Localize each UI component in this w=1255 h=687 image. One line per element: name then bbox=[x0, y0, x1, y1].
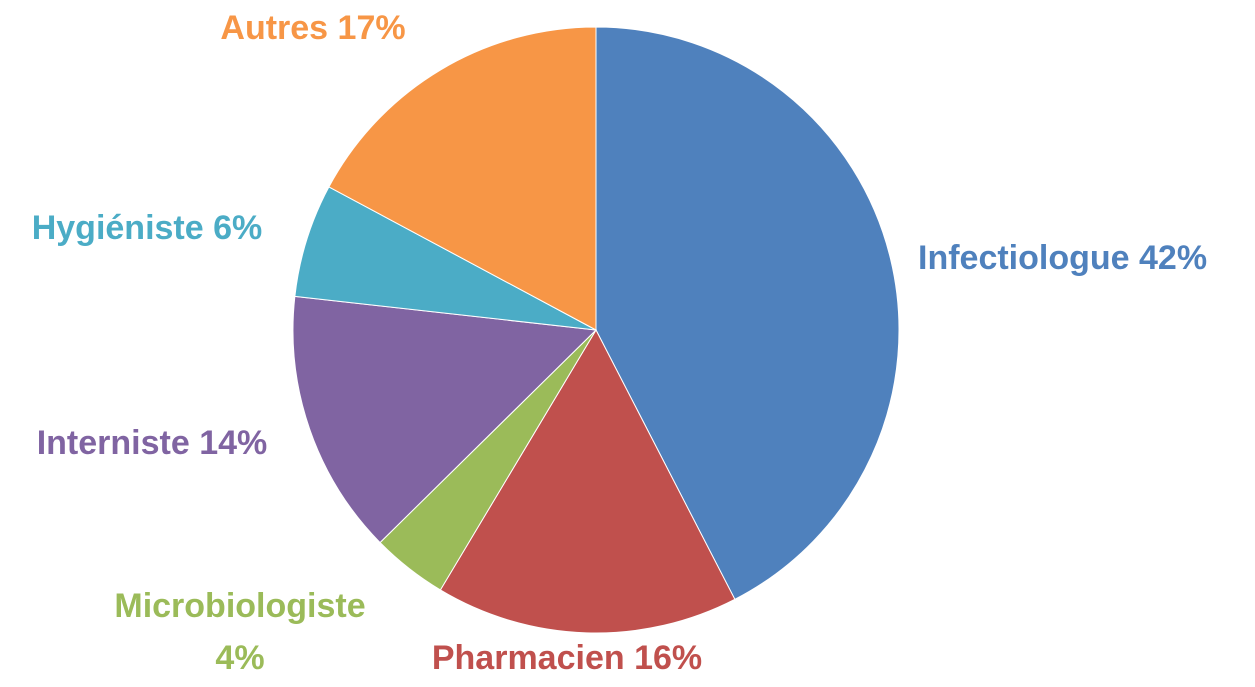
value-label: 6% bbox=[213, 209, 262, 247]
pie-slice bbox=[328, 26, 597, 331]
value-label: 14% bbox=[199, 424, 267, 462]
category-label: Pharmacien bbox=[432, 639, 625, 677]
slice-label: Interniste 14% bbox=[37, 424, 268, 462]
slice-label: Infectiologue 42% bbox=[918, 239, 1207, 277]
pie-slice bbox=[292, 295, 598, 544]
slice-label: Microbiologiste 4% bbox=[114, 587, 365, 677]
slice-label: Pharmacien 16% bbox=[432, 639, 702, 677]
category-label: Autres bbox=[220, 9, 328, 47]
pie-slice bbox=[439, 328, 736, 634]
slice-label: Autres 17% bbox=[220, 9, 405, 47]
category-label: Infectiologue bbox=[918, 239, 1130, 277]
pie-slice bbox=[595, 26, 900, 600]
category-label: Interniste bbox=[37, 424, 190, 462]
value-label: 42% bbox=[1139, 239, 1207, 277]
category-label: Hygiéniste bbox=[32, 209, 204, 247]
slice-label: Hygiéniste 6% bbox=[32, 209, 263, 247]
value-label: 17% bbox=[338, 9, 406, 47]
value-label: 16% bbox=[634, 639, 702, 677]
category-label: Microbiologiste bbox=[114, 587, 365, 625]
value-label: 4% bbox=[215, 639, 264, 677]
